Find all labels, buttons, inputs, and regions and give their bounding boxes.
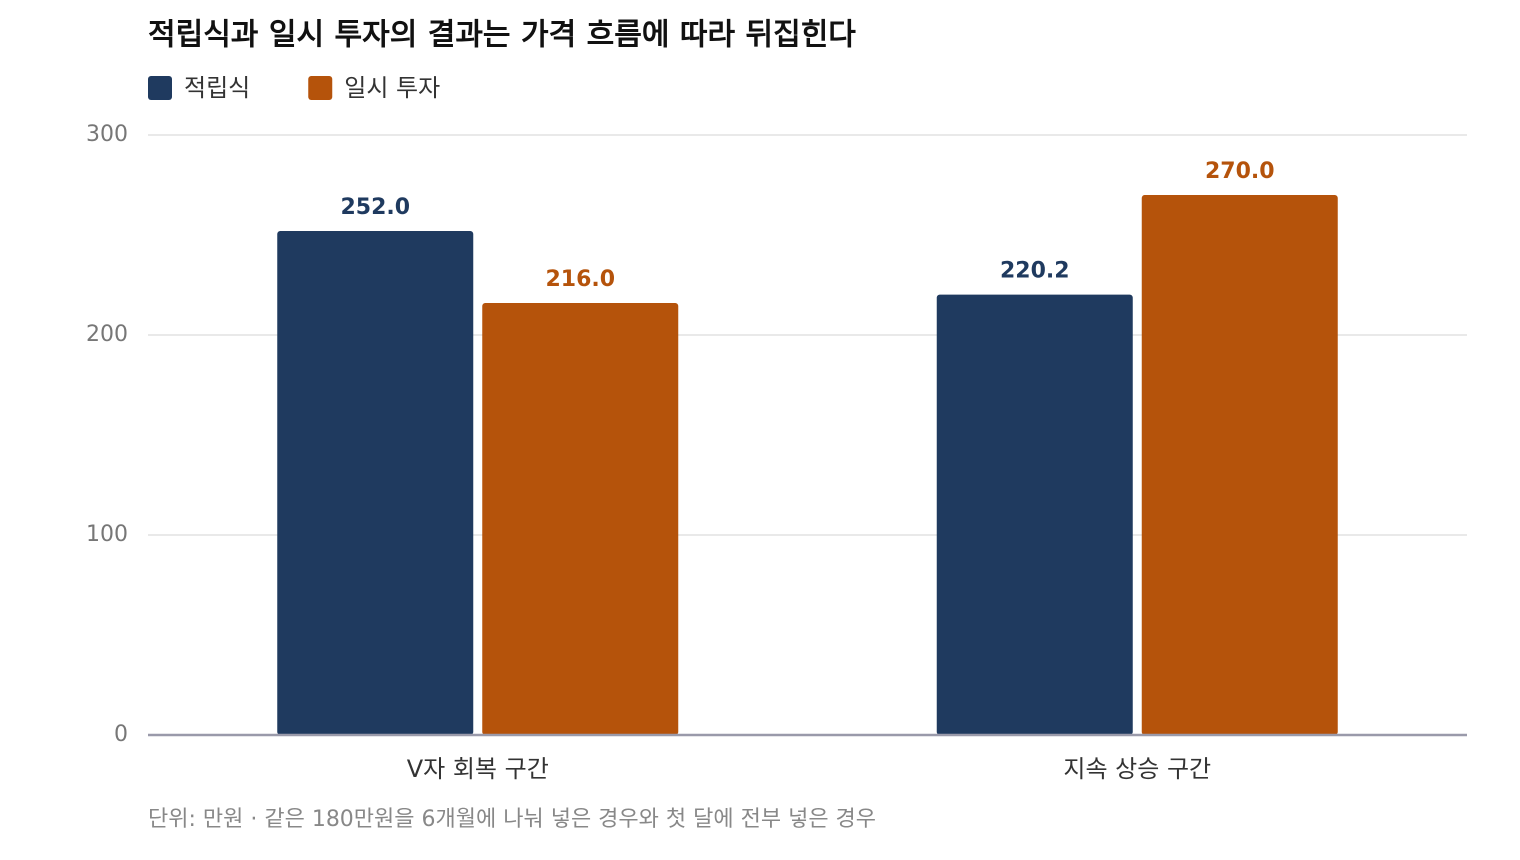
value-label: 270.0	[1205, 159, 1275, 184]
chart-note: 단위: 만원 · 같은 180만원을 6개월에 나눠 넣은 경우와 첫 달에 전…	[148, 807, 876, 832]
value-label: 220.2	[1000, 259, 1070, 284]
value-label: 252.0	[340, 195, 410, 220]
y-tick-label: 0	[114, 722, 128, 747]
legend-swatch	[308, 76, 333, 100]
bar	[482, 303, 679, 735]
x-tick-label: 지속 상승 구간	[1063, 755, 1211, 783]
bar	[1141, 195, 1338, 735]
chart-title: 적립식과 일시 투자의 결과는 가격 흐름에 따라 뒤집힌다	[148, 18, 856, 53]
y-tick-label: 300	[86, 122, 128, 147]
value-label: 216.0	[545, 267, 615, 292]
legend-label: 적립식	[184, 74, 250, 102]
legend-swatch	[148, 76, 172, 100]
bar	[936, 294, 1133, 735]
legend-label: 일시 투자	[344, 74, 440, 102]
y-tick-label: 200	[86, 322, 128, 347]
bar	[277, 231, 474, 735]
y-tick-label: 100	[86, 522, 128, 547]
x-tick-label: V자 회복 구간	[407, 755, 549, 783]
